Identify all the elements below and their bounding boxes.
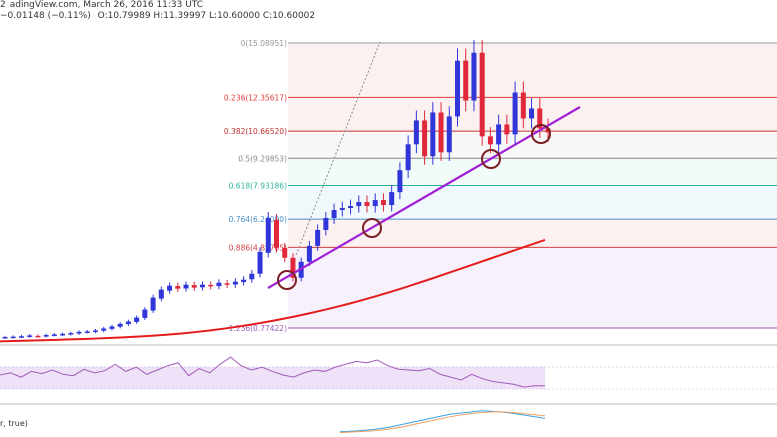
moving-average-line	[0, 238, 546, 343]
header-ohlc-visible: O:10.79989 H:11.39997 L:10.60000 C:10.60…	[97, 11, 316, 21]
candle-body	[274, 219, 279, 248]
candle-body	[117, 323, 123, 327]
header-source: adingView.com, March 26, 2016 11:33 UTC	[9, 0, 204, 10]
candle-body	[68, 333, 74, 335]
trendline	[267, 106, 581, 289]
candle-body	[380, 200, 386, 206]
candle-body	[306, 245, 312, 262]
candle-body	[348, 206, 354, 209]
touch-circle	[531, 124, 551, 144]
candle-body	[241, 279, 247, 283]
rsi-band	[0, 367, 545, 389]
fib-label-1.236: 1.236(0.77422)	[229, 324, 287, 333]
fib-label-0.764: 0.764(6.24090)	[229, 215, 287, 224]
candle-body	[504, 124, 510, 135]
candle-body	[224, 283, 230, 285]
candle-body	[232, 281, 238, 285]
fib-label-0.236: 0.236(12.35617)	[224, 93, 287, 102]
candle-body	[463, 60, 469, 101]
candle-body	[331, 210, 337, 218]
candle-body	[125, 321, 131, 325]
rsi-line	[0, 356, 545, 388]
candle-body	[471, 52, 477, 101]
touch-circle	[481, 149, 501, 169]
candle-body	[51, 334, 57, 336]
touch-circle	[277, 270, 297, 290]
candle-body	[372, 200, 378, 207]
candle-body	[545, 128, 551, 133]
candle-body	[84, 331, 90, 333]
candle-body	[43, 335, 49, 337]
candle-body	[446, 116, 452, 153]
candle-body	[282, 247, 288, 258]
candle-body	[191, 285, 197, 288]
candle-body	[529, 108, 535, 119]
candle-body	[290, 257, 296, 278]
fib-zone	[288, 43, 777, 98]
candle-body	[109, 326, 115, 329]
touch-circle	[362, 218, 382, 238]
fib-label-0.618: 0.618(7.93186)	[229, 182, 287, 191]
candle-body	[356, 202, 362, 207]
candle-body	[257, 251, 263, 274]
candle-body	[405, 144, 411, 171]
candle-body	[397, 170, 403, 193]
candle-body	[512, 92, 518, 135]
candle-body	[537, 108, 543, 129]
candle-body	[265, 217, 271, 253]
candle-body	[183, 284, 189, 289]
candle-body	[389, 192, 395, 206]
candle-body	[364, 202, 370, 207]
chart-header-row2: −0.01148 (−0.11%) O:10.79989 H:11.39997 …	[0, 11, 319, 21]
candle-body	[208, 284, 214, 287]
candle-body	[2, 337, 8, 339]
candle-body	[142, 309, 148, 318]
candle-body	[18, 336, 24, 338]
candle-body	[323, 217, 329, 230]
candle-body	[60, 333, 66, 336]
candle-body	[134, 317, 140, 322]
candle-body	[422, 120, 428, 157]
candle-body	[339, 208, 345, 211]
candle-body	[216, 282, 222, 287]
candle-body	[76, 331, 82, 334]
candle-body	[10, 336, 16, 339]
candle-body	[479, 52, 485, 137]
candle-body	[27, 335, 33, 337]
indicator-line-a	[339, 410, 546, 433]
fib-zone	[288, 219, 777, 248]
candle-body	[150, 297, 156, 311]
candle-body	[487, 136, 493, 145]
candle-body	[93, 330, 98, 332]
candle-body	[496, 124, 502, 145]
header-change: −0.01148 (−0.11%)	[0, 11, 91, 21]
candle-body	[167, 285, 173, 291]
chart-header: 2O:10.79989 H:11.39997 L:10.60000 C:10.6…	[0, 0, 207, 10]
fib-zone	[288, 185, 777, 220]
indicator-label: r, true)	[0, 419, 28, 428]
fib-label-0: 0(15.08951)	[241, 39, 287, 48]
fib-label-0.382: 0.382(10.66520)	[224, 127, 287, 136]
fib-label-0.5: 0.5(9.29853)	[238, 154, 287, 163]
candle-body	[430, 112, 436, 157]
fib-zone	[288, 158, 777, 186]
candle-body	[438, 112, 444, 153]
fib-label-0.886: 0.886(4.82705)	[229, 243, 287, 252]
candle-body	[520, 92, 526, 119]
candle-body	[413, 120, 419, 145]
candle-body	[455, 60, 460, 117]
candle-body	[199, 284, 205, 288]
candle-body	[315, 229, 321, 246]
candle-body	[101, 328, 107, 331]
candle-body	[35, 335, 41, 338]
fib-zone	[288, 247, 777, 328]
candle-body	[249, 273, 255, 280]
header-left-fragment: 2	[0, 0, 6, 10]
indicator-line-b	[339, 411, 546, 434]
candle-body	[175, 286, 181, 289]
candle-body	[158, 289, 164, 299]
